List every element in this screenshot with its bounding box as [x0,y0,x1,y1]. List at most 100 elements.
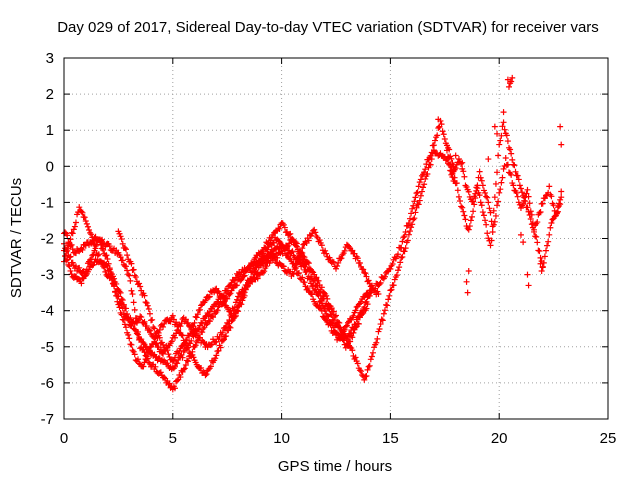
data-point [218,331,225,338]
data-point [485,199,492,206]
data-point [517,231,524,238]
data-point [263,256,270,263]
data-point [218,293,225,300]
data-point [393,272,400,279]
data-point [174,377,181,384]
data-point [548,193,555,200]
data-point [448,171,455,178]
y-tick-label: -7 [41,411,54,428]
data-point [405,231,412,238]
data-point [309,291,316,298]
data-point [198,364,205,371]
data-point [137,313,144,320]
data-point [391,276,398,283]
data-point [190,354,197,361]
data-point [145,305,152,312]
data-point [157,369,164,376]
data-point [351,250,358,257]
data-point [303,261,310,268]
data-point [83,266,90,273]
data-point [458,160,465,167]
data-point [467,217,474,224]
data-point [486,205,493,212]
data-point [115,301,122,308]
data-point [117,254,124,261]
data-point [119,240,126,247]
data-point [517,185,524,192]
data-point [436,123,443,130]
data-point [539,264,546,271]
data-point [227,307,234,314]
data-point [411,198,418,205]
data-point [554,204,561,211]
data-point [79,246,86,253]
data-point [337,333,344,340]
data-point [300,257,307,264]
data-point [487,242,494,249]
data-point [92,245,99,252]
data-point [498,179,505,186]
data-point [291,239,298,246]
data-point [335,259,342,266]
data-point [510,182,517,189]
data-point [547,224,554,231]
data-point [208,312,215,319]
data-point [293,243,300,250]
data-point [67,253,74,260]
data-point [272,256,279,263]
data-point [498,132,505,139]
data-point [183,336,190,343]
data-point [89,234,96,241]
data-point [360,266,367,273]
data-point [504,161,511,168]
data-point [140,320,147,327]
data-point [374,335,381,342]
data-point [355,313,362,320]
y-tick-label: 1 [46,122,54,139]
data-point [334,262,341,269]
data-point [386,292,393,299]
data-point [202,372,209,379]
data-point [264,246,271,253]
data-point [499,123,506,130]
chart-title: Day 029 of 2017, Sidereal Day-to-day VTE… [57,19,599,36]
data-point [361,376,368,383]
data-point [387,266,394,273]
data-point [131,351,138,358]
data-point [287,230,294,237]
data-point [123,324,130,331]
data-point [409,221,416,228]
data-point [252,263,259,270]
data-point [401,233,408,240]
data-point [289,236,296,243]
data-point [352,307,359,314]
data-point [87,256,94,263]
data-point [130,299,137,306]
data-point [343,322,350,329]
data-point [375,291,382,298]
data-point [476,192,483,199]
data-point [406,228,413,235]
data-point [309,230,316,237]
data-point [226,291,233,298]
data-point [513,189,520,196]
data-point [80,275,87,282]
data-point [349,334,356,341]
data-point [430,142,437,149]
data-point [202,313,209,320]
data-point [233,304,240,311]
data-point [143,353,150,360]
data-point [156,334,163,341]
data-point [363,305,370,312]
data-point [220,299,227,306]
data-point [406,215,413,222]
data-point [217,344,224,351]
data-point [399,238,406,245]
data-point [224,295,231,302]
data-point [206,318,213,325]
data-point [471,201,478,208]
data-point [505,83,512,90]
x-axis-label: GPS time / hours [278,458,392,475]
data-point [219,329,226,336]
